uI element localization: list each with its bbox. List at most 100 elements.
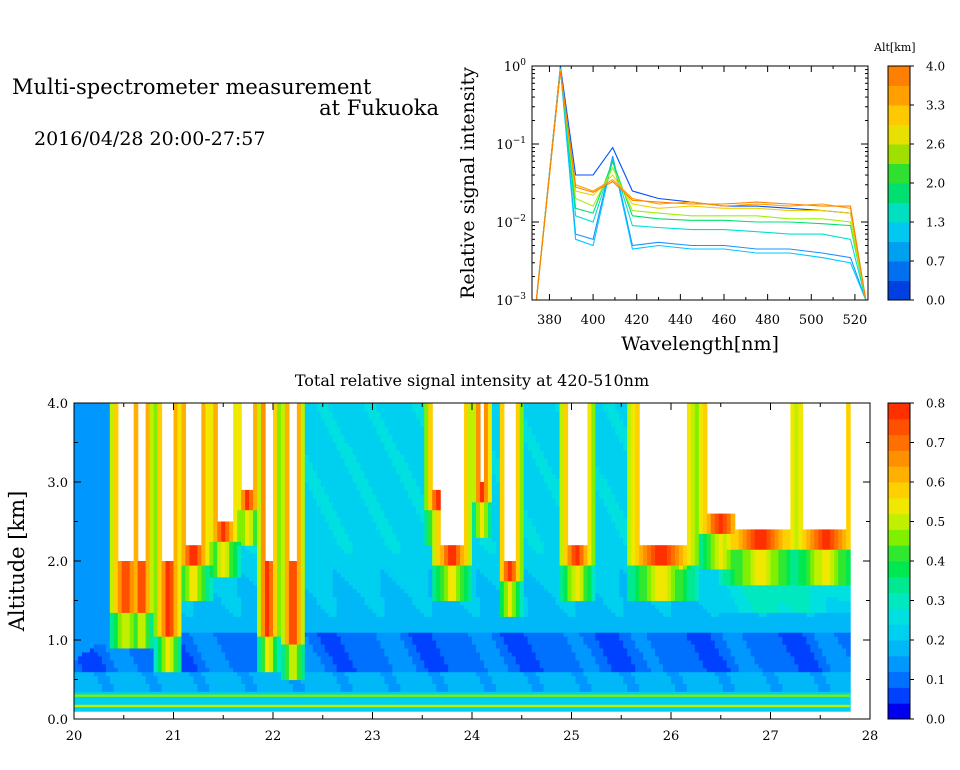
heatmap-cell [93, 604, 99, 609]
heatmap-cell [336, 683, 342, 688]
heatmap-cell [89, 485, 95, 491]
heatmap-cell [161, 640, 167, 645]
heatmap-cell [145, 568, 151, 574]
heatmap-cell [340, 640, 346, 645]
heatmap-cell [300, 501, 306, 507]
heatmap-cell [181, 509, 187, 515]
heatmap-cell [185, 592, 191, 598]
heatmap-cell [241, 493, 246, 499]
heatmap-cell [284, 580, 290, 586]
heatmap-cell [113, 632, 119, 637]
heatmap-cell [273, 568, 278, 574]
heatmap-cell [304, 521, 310, 527]
heatmap-cell [149, 517, 155, 523]
heatmap-cell [113, 624, 119, 629]
heatmap-cell [85, 659, 91, 665]
heatmap-cell [157, 454, 163, 459]
heatmap-cell [201, 683, 206, 688]
heatmap-cell [340, 517, 346, 523]
heatmap-cell [201, 505, 206, 511]
heatmap-cell [257, 707, 262, 712]
heatmap-cell [336, 549, 342, 554]
heatmap-cell [89, 640, 95, 645]
heatmap-cell [304, 596, 310, 602]
heatmap-cell [209, 505, 214, 511]
heatmap-cell [312, 659, 318, 665]
heatmap-cell [145, 604, 151, 609]
heatmap-cell [153, 707, 159, 712]
heatmap-cell [205, 557, 210, 562]
heatmap-cell [304, 663, 310, 669]
heatmap-cell [93, 553, 99, 558]
heatmap-cell [145, 671, 151, 677]
heatmap-cell [161, 683, 167, 688]
heatmap-cell [97, 501, 103, 507]
heatmap-cell [221, 640, 226, 645]
heatmap-cell [81, 497, 87, 503]
heatmap-cell [145, 525, 151, 530]
heatmap-cell [93, 588, 99, 594]
heatmap-cell [157, 485, 163, 491]
heatmap-cell [165, 655, 171, 661]
heatmap-cell [201, 663, 206, 669]
heatmap-cell [249, 545, 254, 550]
heatmap-cell [332, 418, 338, 424]
heatmap-cell [89, 568, 95, 574]
heatmap-cell [280, 446, 286, 451]
heatmap-cell [328, 462, 334, 467]
heatmap-cell [157, 426, 163, 432]
heatmap-cell [205, 636, 210, 641]
heatmap-cell [133, 549, 139, 554]
heatmap-cell [304, 675, 310, 681]
heatmap-cell [237, 485, 242, 491]
heatmap-cell [77, 584, 83, 590]
heatmap-cell [261, 458, 266, 463]
heatmap-cell [101, 418, 107, 424]
heatmap-cell [280, 655, 286, 661]
heatmap-cell [273, 592, 278, 598]
heatmap-cell [85, 493, 91, 499]
heatmap-cell [153, 478, 159, 483]
heatmap-cell [217, 600, 222, 606]
heatmap-cell [113, 537, 119, 542]
heatmap-cell [193, 667, 198, 673]
heatmap-cell [229, 707, 234, 712]
heatmap-cell [288, 564, 294, 570]
heatmap-cell [129, 620, 135, 625]
heatmap-cell [332, 485, 338, 491]
heatmap-cell [153, 691, 159, 696]
heatmap-cell [261, 557, 266, 562]
heatmap-cell [233, 505, 238, 511]
heatmap-cell [197, 616, 202, 621]
heatmap-cell [336, 478, 342, 483]
heatmap-cell [169, 691, 175, 696]
heatmap-cell [165, 675, 171, 681]
heatmap-cell [177, 604, 183, 609]
heatmap-cell [284, 612, 290, 617]
heatmap-cell [332, 580, 338, 586]
heatmap-cell [161, 616, 167, 621]
heatmap-cell [85, 620, 91, 625]
heatmap-cell [352, 647, 358, 653]
heatmap-cell [165, 572, 171, 578]
heatmap-cell [201, 485, 206, 491]
heatmap-cell [245, 691, 250, 696]
heatmap-cell [249, 584, 254, 590]
heatmap-cell [253, 454, 258, 459]
heatmap-cell [356, 572, 362, 578]
heatmap-cell [181, 592, 187, 598]
heatmap-cell [133, 529, 139, 534]
heatmap-cell [348, 675, 354, 681]
heatmap-cell [328, 418, 334, 424]
heatmap-cell [328, 620, 334, 625]
heatmap-cell [320, 687, 326, 692]
heatmap-cell [233, 493, 238, 499]
heatmap-cell [205, 529, 210, 534]
heatmap-cell [105, 632, 111, 637]
heatmap-cell [276, 588, 282, 594]
heatmap-cell [85, 426, 91, 432]
heatmap-cell [316, 513, 322, 519]
heatmap-cell [213, 608, 218, 613]
heatmap-cell [77, 545, 83, 550]
heatmap-cell [336, 545, 342, 550]
